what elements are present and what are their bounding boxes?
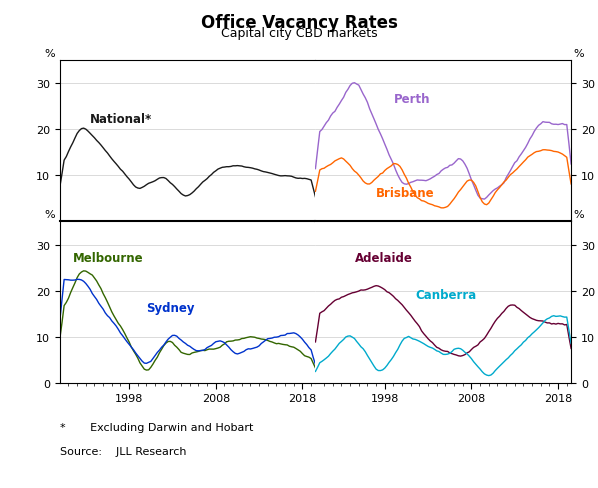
Text: Melbourne: Melbourne	[73, 251, 144, 264]
Text: Capital city CBD markets: Capital city CBD markets	[221, 27, 377, 40]
Text: Source:    JLL Research: Source: JLL Research	[60, 447, 187, 456]
Text: %: %	[573, 49, 584, 59]
Text: %: %	[45, 49, 56, 59]
Text: Office Vacancy Rates: Office Vacancy Rates	[200, 14, 398, 32]
Text: *       Excluding Darwin and Hobart: * Excluding Darwin and Hobart	[60, 422, 253, 432]
Text: Sydney: Sydney	[147, 302, 195, 315]
Text: Canberra: Canberra	[415, 288, 477, 301]
Text: %: %	[45, 210, 56, 220]
Text: National*: National*	[90, 113, 152, 126]
Text: Brisbane: Brisbane	[376, 187, 435, 200]
Text: %: %	[573, 210, 584, 220]
Text: Perth: Perth	[393, 92, 430, 105]
Text: Adelaide: Adelaide	[355, 251, 412, 264]
